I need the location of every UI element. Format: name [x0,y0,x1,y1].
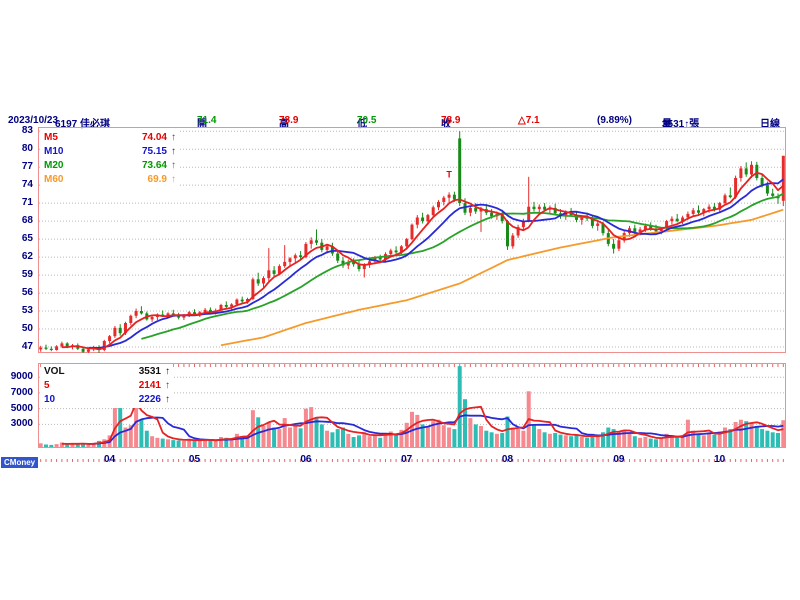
x-axis-month-labels: 04 05 06 07 08 09 10 [38,454,786,467]
vol-ma5-legend-row: 5 2141 ↑ [44,379,170,393]
price-chart-pane[interactable]: T M5 74.04 ↑ M10 75.15 ↑ M20 73.64 ↑ M60 69.9 ↑ [38,127,786,353]
change-value: △7.1 [518,115,540,126]
open-label: 開 [197,119,207,130]
high-value: 78.9 [279,115,299,126]
low-label: 低 [357,119,367,130]
month-label-10: 10 [714,454,726,465]
low-value: 70.5 [357,115,377,126]
close-value: 78.9 [441,115,461,126]
month-label-06: 06 [300,454,312,465]
price-y-axis: 83 80 77 74 71 68 65 62 59 56 53 50 47 [0,125,36,353]
period-selector[interactable]: 日線 [760,119,780,130]
month-label-04: 04 [104,454,116,465]
ma5-legend-row: M5 74.04 ↑ [44,131,176,145]
price-axis-label: 77 [21,161,33,173]
price-axis-label: 62 [21,251,33,263]
vol-ma5-arrow-icon: ↑ [165,380,170,391]
ma5-label: M5 [44,132,58,143]
price-axis-label: 68 [21,215,33,227]
svg-text:T: T [446,169,452,179]
ma5-arrow-icon: ↑ [171,132,176,143]
volume-axis-label: 5000 [10,402,33,414]
volume-axis-label: 9000 [10,371,33,383]
ma60-label: M60 [44,174,64,185]
vol-ma5-value: 2141 [138,380,161,391]
volume-axis-label: 7000 [10,386,33,398]
vol-label: VOL [44,366,65,377]
vol-ma10-value: 2226 [138,394,161,405]
ma-legend: M5 74.04 ↑ M10 75.15 ↑ M20 73.64 ↑ M60 69.9 ↑ [41,130,179,188]
volume-x-axis-ticks [38,450,786,462]
vol-ma10-label: 10 [44,394,56,405]
month-label-09: 09 [613,454,625,465]
volume-value: 3531↑張 [662,119,700,130]
month-label-05: 05 [188,454,201,465]
volume-label: 量 [662,119,672,130]
price-axis-label: 50 [21,323,33,335]
ma20-arrow-icon: ↑ [171,160,176,171]
open-value: 71.4 [197,115,217,126]
change-percent: (9.89%) [597,115,633,126]
vol-ma10-legend-row: 10 2226 ↑ [44,393,170,407]
ma10-legend-row: M10 75.15 ↑ [44,145,176,159]
ma10-arrow-icon: ↑ [171,146,176,157]
ma10-label: M10 [44,146,64,157]
month-label-08: 08 [501,454,514,465]
volume-legend: VOL 3531 ↑ 5 2141 ↑ 10 2226 ↑ [41,364,173,408]
ma60-value: 69.9 [147,174,167,185]
close-label: 收 [441,119,451,130]
price-axis-label: 71 [21,197,33,209]
ma60-arrow-icon: ↑ [171,174,176,185]
price-axis-label: 83 [21,125,33,137]
volume-axis-label: 3000 [10,418,33,430]
price-axis-label: 47 [21,341,33,352]
cmoney-watermark: CMoney [1,457,39,468]
ma10-value: 75.15 [141,146,167,157]
ma60-legend-row: M60 69.9 ↑ [44,173,176,187]
vol-ma10-arrow-icon: ↑ [165,394,170,405]
price-axis-label: 74 [21,179,33,191]
volume-chart-pane[interactable]: VOL 3531 ↑ 5 2141 ↑ 10 2226 ↑ [38,363,786,448]
price-axis-label: 59 [21,269,33,281]
vol-ma5-label: 5 [44,380,50,391]
volume-y-axis: 9000 7000 5000 3000 [0,363,36,448]
ma20-legend-row: M20 73.64 ↑ [44,159,176,173]
candlestick-svg: T [38,127,786,353]
ma5-value: 74.04 [141,132,167,143]
price-axis-label: 53 [21,305,33,317]
volume-svg [38,363,786,448]
price-x-axis-ticks [38,355,786,367]
price-axis-label: 56 [21,287,33,299]
ma20-value: 73.64 [141,160,167,171]
price-axis-label: 80 [21,143,33,155]
high-label: 高 [279,119,289,130]
month-label-07: 07 [401,454,413,465]
vol-arrow-icon: ↑ [165,366,170,377]
price-axis-label: 65 [21,233,33,245]
date-label: 2023/10/23 [8,115,59,126]
vol-legend-row: VOL 3531 ↑ [44,365,170,379]
ma20-label: M20 [44,160,64,171]
stock-name: 6197 佳必琪 [55,119,111,130]
vol-value: 3531 [138,366,161,377]
